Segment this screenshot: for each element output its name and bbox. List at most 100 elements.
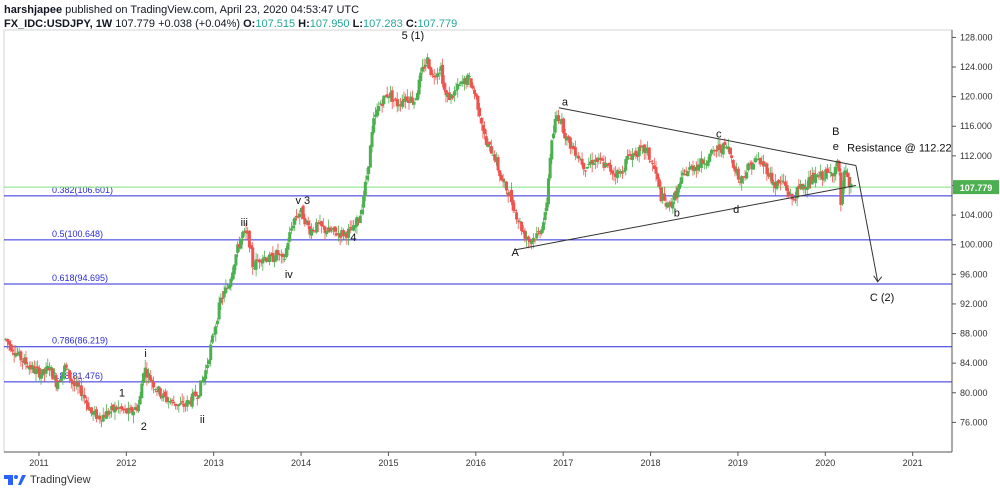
candle-body (669, 201, 673, 207)
candle-body (674, 190, 678, 199)
candle-body (449, 94, 453, 99)
candle-body (510, 189, 514, 203)
candle-body (523, 230, 527, 239)
candle-body (232, 264, 236, 275)
candle-body (246, 232, 250, 234)
published-text: published on TradingView.com, April 23, … (65, 4, 360, 16)
candle-body (46, 365, 50, 369)
candle-body (340, 229, 344, 237)
candle-body (622, 170, 626, 172)
candle-body (521, 230, 525, 233)
candle-body (815, 174, 819, 177)
candle-body (563, 132, 567, 139)
wave-label: v 3 (295, 195, 310, 207)
candle-body (214, 326, 218, 335)
low-label: L: (352, 18, 363, 30)
candle-body (503, 181, 507, 183)
candle-body (830, 173, 834, 177)
candle-body (357, 219, 361, 221)
candle-body (387, 96, 391, 99)
candle-body (251, 247, 255, 268)
wave-label: 2 (141, 421, 147, 433)
candle-body (726, 146, 730, 150)
candle-body (108, 411, 112, 414)
candle-body (849, 183, 853, 188)
candle-body (565, 136, 569, 141)
candle-body (422, 66, 426, 69)
candle-body (693, 167, 697, 172)
wave-label: ii (200, 414, 205, 426)
candle-body (419, 72, 423, 82)
candle-body (389, 92, 393, 98)
candle-body (632, 152, 636, 154)
arrow-head (873, 275, 883, 283)
candle-body (148, 375, 152, 381)
publisher-name[interactable]: harshjapee (4, 4, 63, 16)
candle-body (26, 365, 30, 368)
wave-label: i (144, 348, 146, 360)
candle-body (347, 228, 351, 238)
candle-body (536, 231, 540, 233)
candle-body (661, 194, 665, 201)
candle-body (520, 221, 524, 231)
candle-body (585, 166, 589, 169)
candle-body (825, 168, 829, 173)
candle-body (29, 364, 33, 370)
candle-body (241, 232, 245, 239)
candle-body (326, 227, 330, 233)
candle-body (464, 77, 468, 85)
candle-body (236, 244, 240, 253)
candle-body (121, 408, 125, 411)
candle-body (336, 233, 340, 235)
candle-body (352, 225, 356, 231)
candle-body (76, 382, 80, 387)
candle-body (672, 192, 676, 201)
candle-body (34, 368, 38, 375)
candle-body (333, 226, 337, 232)
candle-body (335, 233, 339, 236)
candle-body (145, 369, 149, 378)
candle-body (289, 228, 293, 231)
candle-body (268, 254, 272, 262)
candle-body (620, 172, 624, 174)
candle-body (627, 154, 631, 156)
candle-body (725, 147, 729, 149)
candle-body (59, 378, 63, 381)
candle-body (394, 98, 398, 100)
candle-body (762, 161, 766, 167)
candle-body (552, 133, 556, 139)
candle-body (819, 171, 823, 176)
candle-body (36, 366, 40, 369)
candle-body (296, 216, 300, 218)
close-value: 107.779 (417, 18, 458, 30)
candle-body (283, 258, 287, 260)
footer-brand[interactable]: TradingView (30, 474, 91, 486)
y-tick-label: 100.000 (960, 240, 993, 250)
x-tick-label: 2018 (641, 458, 661, 468)
candle-body (64, 364, 68, 368)
candle-body (582, 162, 586, 170)
candle-body (595, 157, 599, 162)
candle-body (392, 99, 396, 101)
symbol-name[interactable]: FX_IDC:USDJPY, 1W (4, 18, 113, 30)
candle-body (17, 351, 21, 356)
wave-label: iv (285, 269, 293, 281)
open-label: O: (243, 18, 256, 30)
candle-body (636, 154, 640, 158)
candle-body (298, 213, 302, 218)
candle-body (32, 366, 36, 374)
candle-body (367, 166, 371, 175)
candle-body (530, 241, 534, 244)
candle-body (412, 101, 416, 105)
candle-body (795, 187, 799, 199)
candle-body (573, 147, 577, 156)
candle-body (824, 169, 828, 179)
candle-body (138, 395, 142, 405)
candle-body (83, 394, 87, 399)
candle-body (602, 162, 606, 168)
candle-body (481, 124, 485, 131)
candle-body (662, 193, 666, 201)
candle-body (548, 157, 552, 179)
candle-body (587, 163, 591, 165)
